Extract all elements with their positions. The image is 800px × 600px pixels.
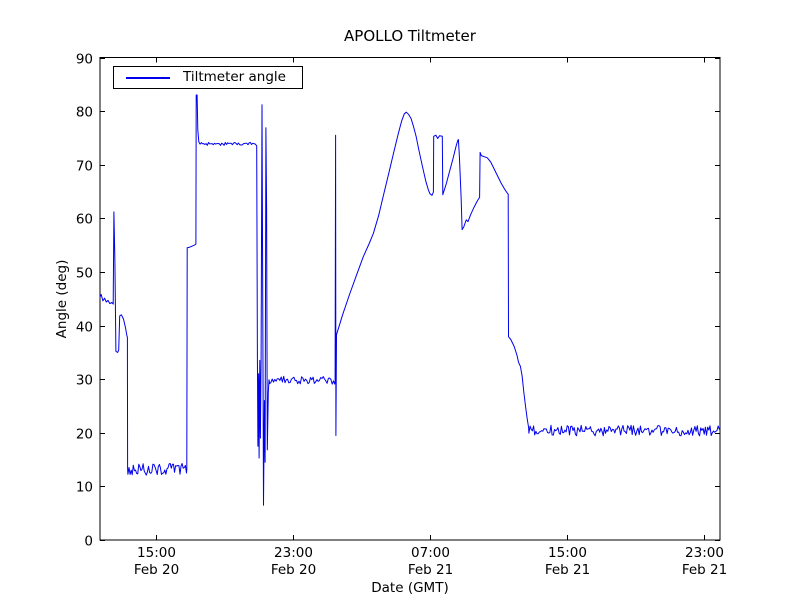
x-tick-label: Feb 20 bbox=[134, 562, 179, 578]
x-tick-label: Feb 20 bbox=[271, 562, 316, 578]
legend-label: Tiltmeter angle bbox=[183, 68, 286, 85]
legend-line-icon bbox=[126, 76, 170, 79]
y-tick-label: 70 bbox=[76, 159, 93, 175]
y-tick-label: 20 bbox=[76, 427, 93, 443]
chart-title: APOLLO Tiltmeter bbox=[344, 27, 476, 45]
y-tick-label: 40 bbox=[76, 320, 93, 336]
y-tick-label: 90 bbox=[76, 52, 93, 68]
x-tick-label: 23:00 bbox=[685, 545, 724, 561]
y-tick-label: 30 bbox=[76, 373, 93, 389]
x-axis-label: Date (GMT) bbox=[371, 580, 449, 596]
plot-border bbox=[99, 57, 721, 541]
y-tick-label: 0 bbox=[84, 534, 93, 550]
x-tick-label: Feb 21 bbox=[545, 562, 590, 578]
x-tick-label: 15:00 bbox=[137, 545, 176, 561]
x-tick-label: 07:00 bbox=[411, 545, 450, 561]
x-tick-label: 23:00 bbox=[274, 545, 313, 561]
x-tick-label: Feb 21 bbox=[408, 562, 453, 578]
x-tick-label: Feb 21 bbox=[682, 562, 727, 578]
y-tick-label: 50 bbox=[76, 266, 93, 282]
y-tick-label: 10 bbox=[76, 480, 93, 496]
x-tick-label: 15:00 bbox=[548, 545, 587, 561]
y-tick-label: 60 bbox=[76, 212, 93, 228]
data-line-tiltmeter-angle bbox=[99, 94, 720, 506]
y-axis-label: Angle (deg) bbox=[54, 259, 70, 339]
legend: Tiltmeter angle bbox=[113, 66, 303, 89]
y-tick-label: 80 bbox=[76, 105, 93, 121]
